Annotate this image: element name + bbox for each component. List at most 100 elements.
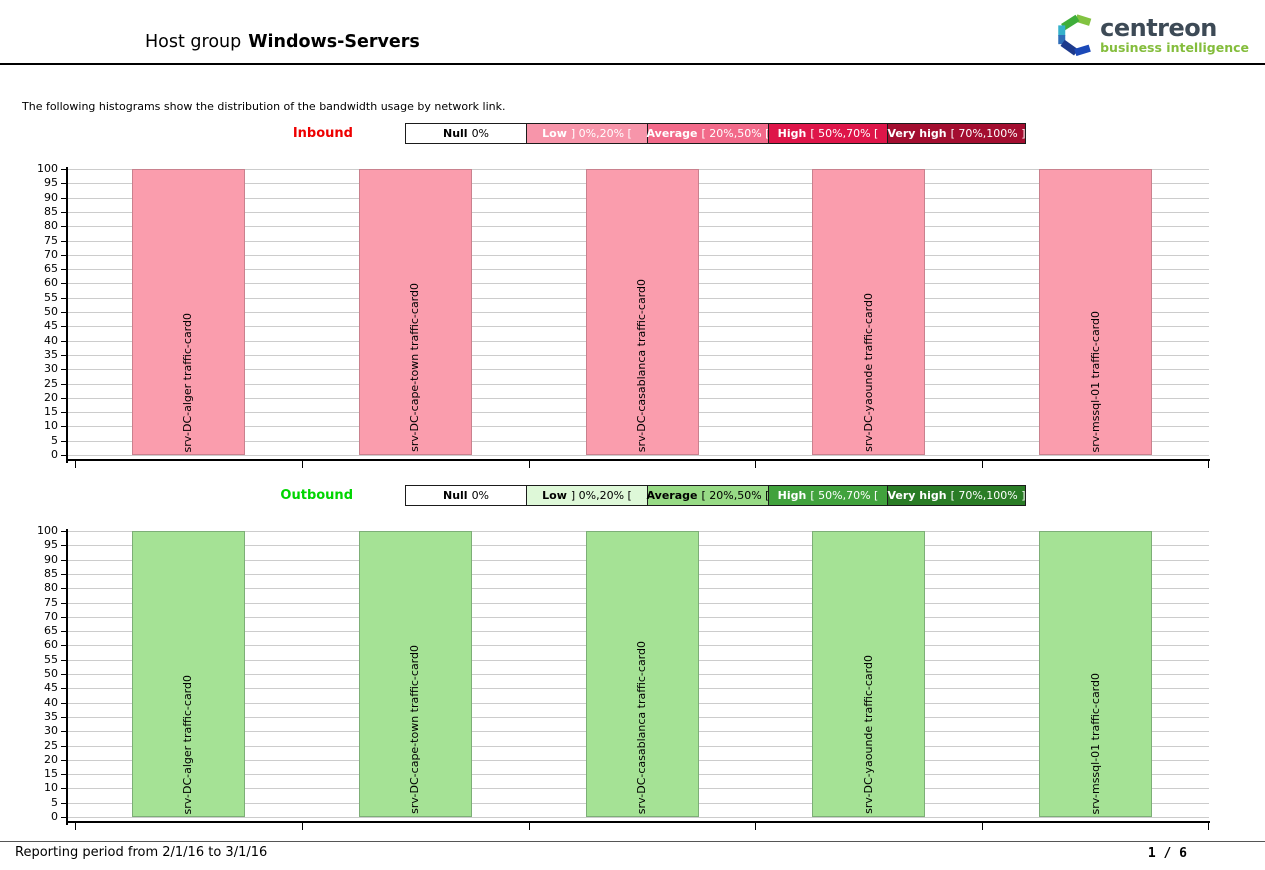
- y-axis-label: 0: [51, 448, 58, 461]
- centreon-logo: centreon business intelligence: [1052, 14, 1249, 56]
- x-axis-tick: [755, 459, 757, 468]
- y-axis-tick: [61, 211, 67, 213]
- page-number: 1 / 6: [1147, 846, 1187, 861]
- y-axis-label: 50: [44, 667, 58, 680]
- bar-label-wrap: srv-mssql-01 traffic-card0: [1039, 169, 1152, 455]
- y-axis-label: 25: [44, 376, 58, 390]
- legend-range: 0%: [471, 127, 490, 140]
- y-axis-label: 95: [44, 538, 58, 552]
- y-axis-label: 5: [51, 433, 58, 447]
- x-axis-tick: [301, 459, 303, 468]
- title-prefix: Host group: [145, 32, 242, 52]
- y-axis-tick: [61, 531, 67, 532]
- x-axis-line: [65, 459, 1210, 461]
- y-axis-tick: [61, 426, 67, 428]
- x-axis-tick: [75, 459, 76, 468]
- chart-title-inbound: Inbound: [292, 126, 353, 141]
- legend-label: High: [777, 127, 807, 140]
- y-axis-label: 80: [44, 581, 58, 595]
- y-axis-tick: [61, 659, 67, 661]
- bar-srv-mssql-01 traffic-card0: [1039, 169, 1153, 455]
- y-axis-label: 10: [44, 419, 58, 433]
- legend-label: Average: [646, 127, 698, 140]
- y-axis-label: 75: [44, 233, 58, 247]
- y-axis-tick: [61, 788, 67, 790]
- report-description: The following histograms show the distri…: [22, 100, 506, 113]
- y-axis-tick: [61, 631, 67, 633]
- y-axis-label: 40: [44, 695, 58, 709]
- y-axis-tick: [61, 731, 67, 733]
- legend-label: Very high: [887, 489, 947, 502]
- logo-brand: centreon: [1100, 13, 1217, 42]
- bar-label-wrap: srv-DC-alger traffic-card0: [132, 169, 245, 455]
- plot-inbound: 0 5 10 15 20 25 30 35 40 45 50 55 60 65 70 75 80 85 90 95 10…: [0, 118, 1265, 478]
- bar-label: srv-DC-cape-town traffic-card0: [408, 645, 422, 814]
- bar-label: srv-mssql-01 traffic-card0: [1088, 310, 1102, 452]
- y-axis-label: 45: [44, 319, 58, 333]
- bar-label: srv-DC-cape-town traffic-card0: [408, 283, 422, 452]
- page-title: Host group Windows-Servers: [145, 32, 420, 52]
- y-axis-tick: [61, 716, 67, 718]
- bar-srv-DC-alger traffic-card0: [131, 169, 245, 455]
- legend-item-low: Low] 0%,20% [: [526, 485, 648, 506]
- y-axis-label: 70: [44, 247, 58, 261]
- y-axis-label: 85: [44, 204, 58, 218]
- legend-range: 0%: [471, 489, 490, 502]
- legend-label: Low: [542, 127, 567, 140]
- x-axis-tick: [75, 821, 76, 830]
- y-axis-tick: [61, 802, 67, 804]
- y-axis-label: 20: [44, 752, 58, 766]
- legend-label: Null: [442, 127, 468, 140]
- x-axis-tick: [528, 459, 530, 468]
- y-axis-tick: [61, 559, 67, 561]
- y-axis-label: 35: [44, 709, 58, 723]
- bar-srv-DC-cape-town traffic-card0: [358, 531, 472, 817]
- legend-label: High: [777, 489, 807, 502]
- y-axis-label: 55: [44, 290, 58, 304]
- legend-range: [ 20%,50% [: [701, 127, 770, 140]
- legend-range: ] 0%,20% [: [570, 489, 632, 502]
- y-axis-tick: [61, 455, 67, 456]
- legend-item-average: Average[ 20%,50% [: [647, 485, 769, 506]
- gridline: [67, 455, 1209, 456]
- y-axis-tick: [61, 545, 67, 547]
- legend-inbound: Null 0% Low] 0%,20% [Average[ 20%,50% [Hig…: [405, 123, 1026, 144]
- legend-item-very-high: Very high[ 70%,100% ]: [887, 123, 1026, 144]
- y-axis-label: 100: [37, 524, 58, 537]
- y-axis-tick: [61, 226, 67, 228]
- y-axis-label: 35: [44, 347, 58, 361]
- bar-label: srv-DC-yaounde traffic-card0: [861, 293, 875, 452]
- x-axis-tick: [1208, 459, 1209, 468]
- y-axis-label: 60: [44, 276, 58, 290]
- y-axis-label: 5: [51, 795, 58, 809]
- y-axis-tick: [61, 440, 67, 442]
- x-axis-tick: [1208, 821, 1209, 830]
- y-axis-tick: [61, 745, 67, 747]
- y-axis-tick: [61, 369, 67, 371]
- bar-srv-DC-yaounde traffic-card0: [812, 531, 926, 817]
- y-axis-label: 55: [44, 652, 58, 666]
- bar-label-wrap: srv-DC-casablanca traffic-card0: [586, 531, 699, 817]
- bar-label-wrap: srv-DC-casablanca traffic-card0: [586, 169, 699, 455]
- y-axis-tick: [61, 254, 67, 256]
- y-axis-label: 65: [44, 262, 58, 276]
- y-axis-tick: [61, 340, 67, 342]
- bar-srv-DC-casablanca traffic-card0: [585, 531, 699, 817]
- bar-label: srv-DC-alger traffic-card0: [181, 674, 195, 814]
- y-axis-label: 30: [44, 724, 58, 738]
- legend-label: Null: [442, 489, 468, 502]
- y-axis-label: 25: [44, 738, 58, 752]
- legend-item-high: High[ 50%,70% [: [768, 485, 888, 506]
- chart-title-outbound: Outbound: [280, 488, 353, 503]
- y-axis-label: 10: [44, 781, 58, 795]
- legend-range: [ 20%,50% [: [701, 489, 770, 502]
- centreon-logo-icon: [1058, 14, 1092, 56]
- x-axis-line: [65, 821, 1210, 823]
- y-axis-tick: [61, 383, 67, 385]
- y-axis-tick: [61, 312, 67, 313]
- y-axis-label: 15: [44, 767, 58, 781]
- bar-label: srv-mssql-01 traffic-card0: [1088, 672, 1102, 814]
- y-axis-label: 80: [44, 219, 58, 233]
- plot-outbound: 0 5 10 15 20 25 30 35 40 45 50 55 60 65 70 75 80 85 90 95 10…: [0, 480, 1265, 840]
